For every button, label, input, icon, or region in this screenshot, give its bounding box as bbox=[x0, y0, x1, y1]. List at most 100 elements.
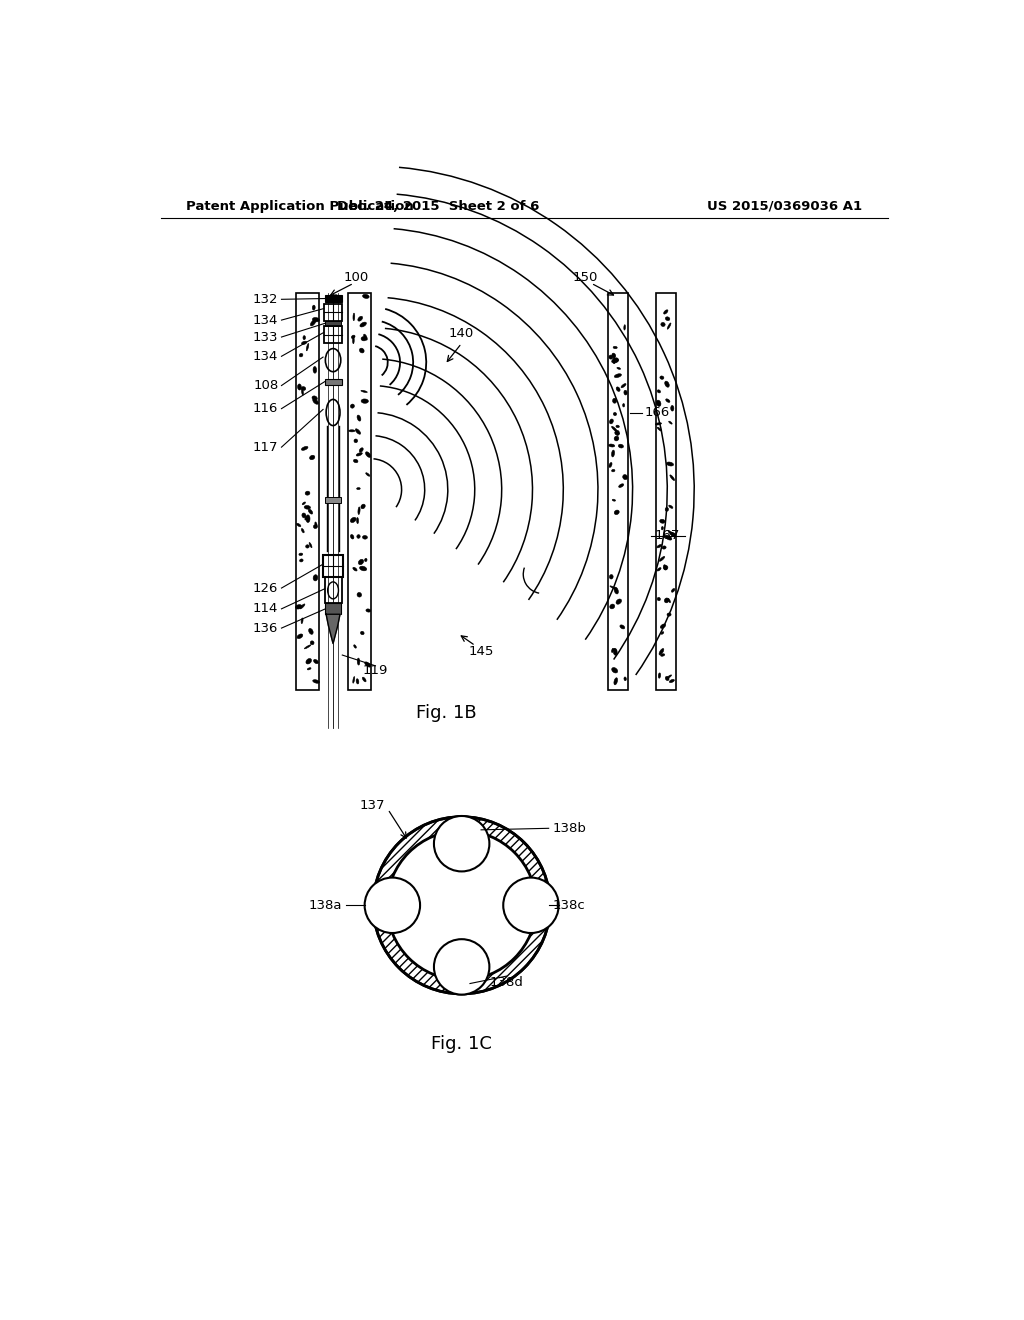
Ellipse shape bbox=[618, 445, 624, 447]
Ellipse shape bbox=[614, 358, 618, 362]
Ellipse shape bbox=[668, 323, 671, 329]
Ellipse shape bbox=[312, 399, 318, 404]
Ellipse shape bbox=[667, 612, 671, 616]
Ellipse shape bbox=[613, 356, 615, 364]
Bar bbox=[348, 293, 371, 689]
Ellipse shape bbox=[359, 348, 365, 352]
Ellipse shape bbox=[613, 346, 617, 348]
Ellipse shape bbox=[663, 546, 667, 549]
Ellipse shape bbox=[659, 519, 665, 523]
Ellipse shape bbox=[302, 513, 306, 517]
Bar bbox=[608, 293, 628, 689]
Ellipse shape bbox=[668, 531, 674, 536]
Ellipse shape bbox=[664, 310, 668, 314]
Ellipse shape bbox=[621, 384, 626, 388]
Ellipse shape bbox=[296, 605, 302, 609]
Ellipse shape bbox=[660, 322, 666, 326]
Ellipse shape bbox=[666, 317, 670, 321]
Ellipse shape bbox=[614, 677, 617, 685]
Ellipse shape bbox=[662, 527, 664, 529]
Ellipse shape bbox=[611, 470, 615, 471]
Ellipse shape bbox=[350, 517, 356, 523]
Ellipse shape bbox=[662, 632, 664, 635]
Ellipse shape bbox=[669, 506, 673, 508]
Ellipse shape bbox=[353, 459, 358, 463]
Ellipse shape bbox=[301, 446, 308, 450]
Ellipse shape bbox=[310, 640, 314, 644]
Ellipse shape bbox=[349, 430, 355, 432]
Bar bbox=[326, 603, 341, 614]
Circle shape bbox=[387, 830, 537, 979]
Ellipse shape bbox=[312, 318, 319, 322]
Ellipse shape bbox=[353, 677, 354, 684]
Ellipse shape bbox=[356, 453, 362, 455]
Bar bbox=[325, 294, 342, 302]
Ellipse shape bbox=[360, 504, 366, 508]
Ellipse shape bbox=[297, 523, 301, 527]
Ellipse shape bbox=[658, 673, 660, 678]
Ellipse shape bbox=[360, 391, 368, 392]
Ellipse shape bbox=[304, 645, 311, 649]
Ellipse shape bbox=[306, 659, 311, 664]
Ellipse shape bbox=[612, 648, 616, 652]
Ellipse shape bbox=[609, 574, 613, 579]
Ellipse shape bbox=[366, 609, 371, 612]
Ellipse shape bbox=[614, 436, 618, 441]
Text: 108: 108 bbox=[253, 379, 279, 392]
Ellipse shape bbox=[308, 510, 312, 513]
Ellipse shape bbox=[612, 399, 616, 403]
Ellipse shape bbox=[656, 544, 662, 548]
Ellipse shape bbox=[358, 507, 360, 515]
Text: Patent Application Publication: Patent Application Publication bbox=[186, 199, 414, 213]
Circle shape bbox=[365, 878, 420, 933]
Ellipse shape bbox=[313, 660, 318, 664]
Ellipse shape bbox=[303, 335, 305, 339]
Ellipse shape bbox=[667, 675, 672, 678]
Ellipse shape bbox=[613, 412, 616, 416]
Ellipse shape bbox=[353, 313, 354, 321]
Bar bbox=[324, 326, 342, 343]
Ellipse shape bbox=[356, 535, 360, 539]
Ellipse shape bbox=[657, 428, 662, 432]
Ellipse shape bbox=[350, 404, 354, 408]
Ellipse shape bbox=[312, 396, 317, 400]
Ellipse shape bbox=[301, 341, 307, 345]
Ellipse shape bbox=[360, 631, 365, 635]
Ellipse shape bbox=[614, 510, 620, 515]
Ellipse shape bbox=[660, 624, 666, 628]
Ellipse shape bbox=[361, 399, 369, 404]
Ellipse shape bbox=[359, 566, 367, 570]
Ellipse shape bbox=[666, 676, 669, 681]
Text: 138b: 138b bbox=[553, 822, 587, 834]
Ellipse shape bbox=[350, 535, 354, 539]
Ellipse shape bbox=[671, 405, 674, 411]
Bar bbox=[325, 379, 342, 385]
Ellipse shape bbox=[609, 355, 613, 359]
Ellipse shape bbox=[609, 462, 612, 467]
Bar bbox=[655, 293, 676, 689]
Ellipse shape bbox=[312, 305, 315, 310]
Ellipse shape bbox=[313, 525, 317, 528]
Ellipse shape bbox=[353, 568, 357, 572]
Text: 100: 100 bbox=[343, 271, 369, 284]
Ellipse shape bbox=[351, 335, 355, 338]
Ellipse shape bbox=[614, 587, 618, 594]
Ellipse shape bbox=[306, 343, 309, 351]
Ellipse shape bbox=[305, 545, 309, 548]
Bar bbox=[324, 304, 342, 321]
Ellipse shape bbox=[302, 502, 305, 504]
Text: 134: 134 bbox=[253, 350, 279, 363]
Ellipse shape bbox=[660, 653, 665, 656]
Text: Dec. 24, 2015  Sheet 2 of 6: Dec. 24, 2015 Sheet 2 of 6 bbox=[337, 199, 540, 213]
Ellipse shape bbox=[356, 517, 358, 524]
Ellipse shape bbox=[609, 418, 613, 424]
Ellipse shape bbox=[665, 598, 669, 603]
Ellipse shape bbox=[364, 334, 368, 341]
Text: 140: 140 bbox=[450, 327, 474, 341]
Ellipse shape bbox=[355, 429, 360, 434]
Ellipse shape bbox=[309, 455, 314, 459]
Ellipse shape bbox=[301, 528, 304, 533]
Ellipse shape bbox=[616, 367, 621, 370]
Ellipse shape bbox=[623, 475, 628, 479]
Ellipse shape bbox=[307, 668, 311, 669]
